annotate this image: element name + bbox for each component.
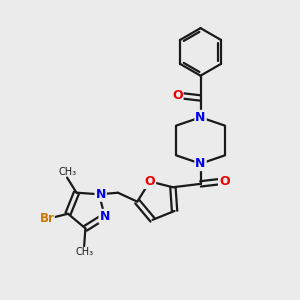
Text: N: N	[100, 210, 110, 223]
Text: Br: Br	[39, 212, 54, 225]
Text: CH₃: CH₃	[58, 167, 77, 177]
Text: O: O	[145, 175, 155, 188]
Text: O: O	[219, 175, 230, 188]
Text: CH₃: CH₃	[76, 247, 94, 257]
Text: O: O	[172, 89, 183, 102]
Text: N: N	[195, 111, 206, 124]
Text: N: N	[95, 188, 106, 201]
Text: N: N	[195, 157, 206, 170]
